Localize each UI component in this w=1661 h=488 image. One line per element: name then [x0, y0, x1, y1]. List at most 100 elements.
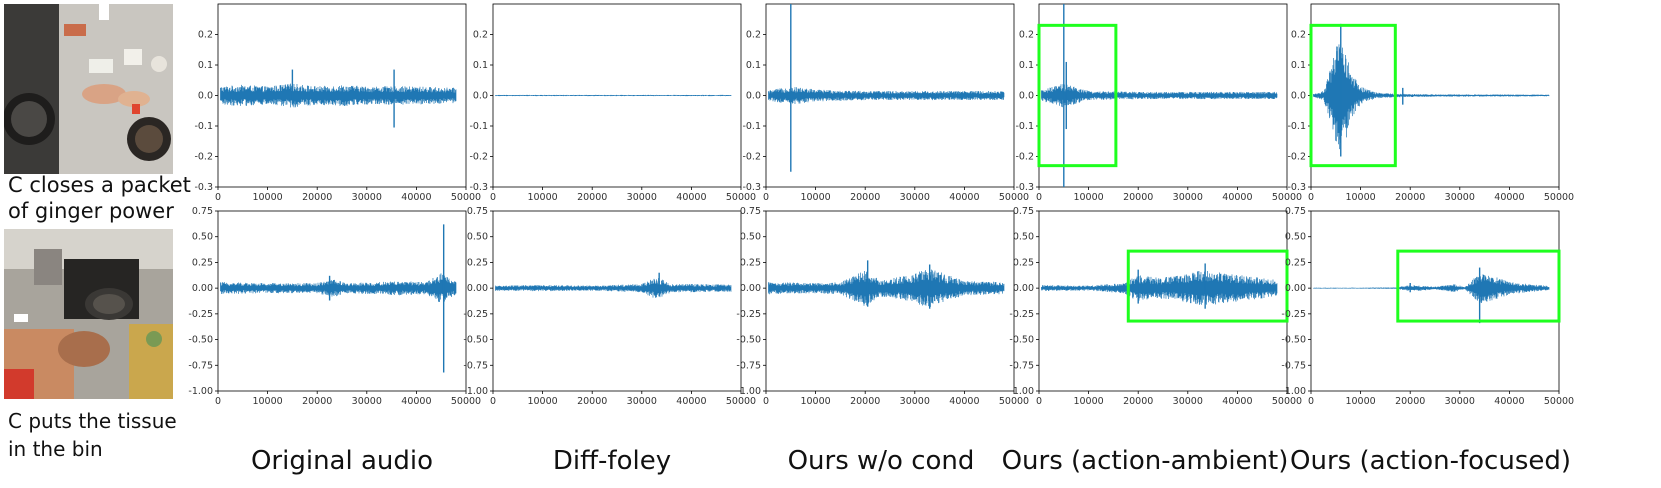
y-tick-label: -1.00 [1281, 386, 1306, 397]
y-tick-label: 0.0 [198, 91, 213, 102]
y-tick-label: 0.00 [1285, 283, 1306, 294]
x-tick-label: 40000 [949, 192, 979, 203]
x-tick-label: 40000 [1222, 396, 1252, 407]
y-tick-label: 0.2 [1019, 30, 1034, 41]
x-tick-label: 50000 [1272, 396, 1302, 407]
y-tick-label: 0.25 [467, 257, 488, 268]
x-tick-label: 30000 [900, 192, 930, 203]
column-title-ours-wo-cond: Ours w/o cond [787, 446, 975, 476]
y-tick-label: 0.75 [740, 206, 761, 217]
y-tick-label: -1.00 [736, 386, 761, 397]
x-tick-label: 40000 [1494, 192, 1524, 203]
x-tick-label: 20000 [302, 396, 332, 407]
waveform-signal [768, 269, 1005, 307]
x-tick-label: 50000 [999, 396, 1029, 407]
example-caption-1: C closes a packet of ginger power [8, 172, 191, 224]
x-tick-label: 10000 [1345, 192, 1375, 203]
y-tick-label: 0.75 [192, 206, 213, 217]
plot-frame [1310, 210, 1560, 392]
y-tick-label: 0.0 [1019, 91, 1034, 102]
x-tick-label: 0 [1036, 192, 1042, 203]
y-tick-label: 0.50 [1013, 232, 1034, 243]
y-tick-label: 0.2 [1291, 30, 1306, 41]
y-tick-label: -0.25 [463, 309, 488, 320]
y-tick-label: 0.1 [1019, 60, 1034, 71]
y-tick-label: -1.00 [1009, 386, 1034, 397]
plot-frame [765, 210, 1015, 392]
y-tick-label: 0.1 [1291, 60, 1306, 71]
waveform-plot: 0.2 0.1 0.0 -0.1 -0.2 -0.30 10000 20000 30000 400… [1287, 3, 1574, 203]
x-tick-label: 10000 [527, 192, 557, 203]
x-tick-label: 50000 [999, 192, 1029, 203]
y-tick-label: 0.0 [473, 91, 488, 102]
x-tick-label: 10000 [252, 192, 282, 203]
waveform-plot: 0.2 0.1 0.0 -0.1 -0.2 -0.30 10000 20000 30000 400… [194, 3, 481, 203]
waveform-plot: 0.75 0.50 0.25 0.00 -0.25 -0.50 -0.75 -1.000 100… [463, 206, 756, 407]
y-tick-label: -0.75 [1281, 360, 1306, 371]
y-tick-label: -0.75 [463, 360, 488, 371]
y-tick-label: 0.1 [198, 60, 213, 71]
waveform-plot: 0.75 0.50 0.25 0.00 -0.25 -0.50 -0.75 -1.000 100… [1009, 206, 1302, 407]
y-tick-label: 0.2 [473, 30, 488, 41]
y-tick-label: -0.75 [188, 360, 213, 371]
x-tick-label: 30000 [627, 396, 657, 407]
x-tick-label: 50000 [726, 192, 756, 203]
x-tick-label: 0 [1308, 396, 1314, 407]
y-tick-label: -0.1 [1015, 121, 1034, 132]
waveform-plot: 0.2 0.1 0.0 -0.1 -0.2 -0.30 10000 20000 30000 400… [469, 3, 756, 203]
x-tick-label: 40000 [401, 192, 431, 203]
x-tick-label: 0 [215, 192, 221, 203]
x-tick-label: 40000 [676, 396, 706, 407]
y-tick-label: -0.50 [736, 335, 761, 346]
plot-frame [1038, 210, 1288, 392]
x-tick-label: 30000 [352, 192, 382, 203]
y-tick-label: -0.2 [1015, 152, 1034, 163]
y-tick-label: 0.2 [746, 30, 761, 41]
x-tick-label: 30000 [900, 396, 930, 407]
x-tick-label: 0 [1308, 192, 1314, 203]
y-tick-label: 0.50 [740, 232, 761, 243]
y-tick-label: 0.25 [1285, 257, 1306, 268]
y-tick-label: -0.3 [194, 182, 213, 193]
waveform-plot: 0.75 0.50 0.25 0.00 -0.25 -0.50 -0.75 -1.000 100… [736, 206, 1029, 407]
y-tick-label: 0.1 [473, 60, 488, 71]
video-thumbnail-tissue [4, 229, 173, 399]
x-tick-label: 20000 [577, 192, 607, 203]
y-tick-label: 0.00 [467, 283, 488, 294]
x-tick-label: 0 [1036, 396, 1042, 407]
y-tick-label: -0.75 [1009, 360, 1034, 371]
x-tick-label: 20000 [850, 192, 880, 203]
waveform-signal [1041, 270, 1278, 305]
x-tick-label: 10000 [252, 396, 282, 407]
waveform-signal [495, 94, 732, 97]
x-tick-label: 0 [763, 192, 769, 203]
x-tick-label: 40000 [1494, 396, 1524, 407]
x-tick-label: 50000 [1272, 192, 1302, 203]
column-title-diff-foley: Diff-foley [552, 446, 672, 476]
x-tick-label: 10000 [800, 396, 830, 407]
x-tick-label: 0 [763, 396, 769, 407]
y-tick-label: -0.50 [188, 335, 213, 346]
highlight-box [1126, 249, 1289, 323]
y-tick-label: -0.3 [469, 182, 488, 193]
x-tick-label: 20000 [1123, 396, 1153, 407]
y-tick-label: -0.75 [736, 360, 761, 371]
waveform-signal [220, 83, 457, 108]
waveform-signal [1313, 44, 1550, 150]
x-tick-label: 10000 [527, 396, 557, 407]
y-tick-label: 0.00 [740, 283, 761, 294]
y-tick-label: -1.00 [463, 386, 488, 397]
x-tick-label: 20000 [1395, 396, 1425, 407]
x-tick-label: 30000 [1445, 396, 1475, 407]
y-tick-label: -1.00 [188, 386, 213, 397]
waveform-plot: 0.75 0.50 0.25 0.00 -0.25 -0.50 -0.75 -1.000 100… [188, 206, 481, 407]
y-tick-label: 0.75 [467, 206, 488, 217]
x-tick-label: 40000 [401, 396, 431, 407]
y-tick-label: -0.25 [736, 309, 761, 320]
x-tick-label: 20000 [577, 396, 607, 407]
y-tick-label: 0.25 [740, 257, 761, 268]
y-tick-label: 0.75 [1285, 206, 1306, 217]
highlight-box [1309, 23, 1397, 168]
y-tick-label: -0.3 [1287, 182, 1306, 193]
